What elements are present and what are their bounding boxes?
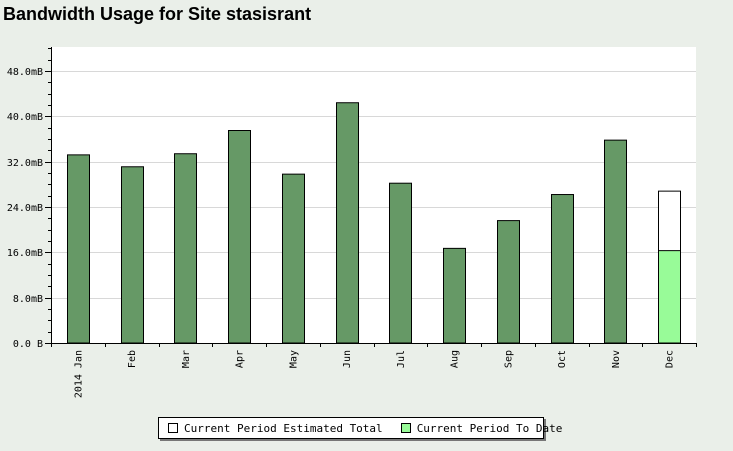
x-tick-label: Sep: [503, 350, 514, 368]
bar-sep: [497, 220, 520, 344]
bar-jul: [389, 182, 412, 344]
x-tick-label: Dec: [665, 350, 676, 368]
axes: [51, 47, 696, 344]
bar-to-date-dec: [658, 250, 681, 344]
y-tick-label: 32.0mB: [7, 158, 43, 169]
x-tick-label: May: [288, 350, 299, 368]
bar-may: [282, 173, 305, 344]
chart-legend: Current Period Estimated Total Current P…: [158, 417, 562, 439]
x-tick-label: Jul: [396, 350, 407, 368]
x-tick-label: Aug: [450, 350, 461, 368]
bar-oct: [551, 194, 574, 344]
x-tick-label: Oct: [557, 350, 568, 368]
bar-2014-jan: [67, 154, 90, 344]
x-tick-label: Nov: [611, 350, 622, 368]
y-tick-label: 40.0mB: [7, 112, 43, 123]
bar-mar: [174, 153, 197, 344]
x-tick-label: Mar: [181, 350, 192, 368]
y-axis-ticks: 0.0 B 8.0mB 16.0mB 24.0mB 32.0mB 40.0mB 48.0mB: [7, 48, 51, 350]
y-tick-label: 48.0mB: [7, 67, 43, 78]
bar-feb: [121, 166, 144, 344]
bars: [67, 102, 681, 344]
bar-jun: [336, 102, 359, 344]
legend-swatch-estimated-total: [168, 423, 178, 433]
x-tick-label: Apr: [235, 350, 246, 368]
x-tick-label: Jun: [342, 350, 353, 368]
y-tick-label: 24.0mB: [7, 203, 43, 214]
bar-aug: [443, 247, 466, 344]
x-tick-label: 2014 Jan: [73, 350, 84, 398]
legend-item-estimated-total: Current Period Estimated Total: [168, 422, 383, 435]
y-tick-label: 0.0 B: [13, 339, 43, 350]
bar-nov: [604, 139, 627, 344]
legend-swatch-to-date: [400, 423, 411, 433]
y-tick-label: 8.0mB: [13, 294, 43, 305]
x-tick-label: Feb: [127, 350, 138, 368]
legend-label-estimated-total: Current Period Estimated Total: [184, 421, 383, 435]
y-tick-label: 16.0mB: [7, 248, 43, 259]
legend-item-to-date: Current Period To Date: [400, 421, 563, 435]
plot-area: [51, 47, 696, 343]
gridlines: [51, 71, 696, 299]
x-axis-ticks: 2014 Jan Feb Mar Apr May Jun Jul Aug Sep Oct Nov De…: [51, 343, 697, 398]
legend-label-to-date: Current Period To Date: [416, 421, 563, 435]
page-title: Bandwidth Usage for Site stasisrant: [3, 4, 312, 24]
bar-apr: [228, 130, 251, 344]
